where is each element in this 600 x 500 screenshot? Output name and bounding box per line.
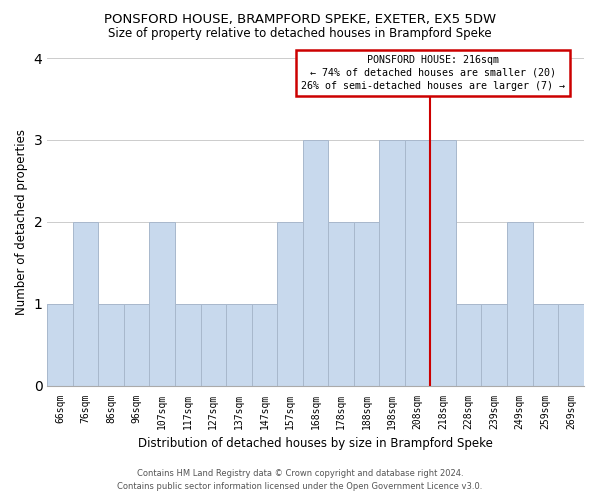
Bar xyxy=(302,140,328,386)
Text: Size of property relative to detached houses in Brampford Speke: Size of property relative to detached ho… xyxy=(108,28,492,40)
Bar xyxy=(149,222,175,386)
Bar xyxy=(251,304,277,386)
Bar xyxy=(533,304,558,386)
Bar xyxy=(47,304,73,386)
Bar xyxy=(456,304,481,386)
Bar xyxy=(405,140,430,386)
Text: PONSFORD HOUSE, BRAMPFORD SPEKE, EXETER, EX5 5DW: PONSFORD HOUSE, BRAMPFORD SPEKE, EXETER,… xyxy=(104,12,496,26)
Bar xyxy=(558,304,584,386)
Bar xyxy=(124,304,149,386)
Bar xyxy=(507,222,533,386)
Bar xyxy=(226,304,251,386)
Text: PONSFORD HOUSE: 216sqm
← 74% of detached houses are smaller (20)
26% of semi-det: PONSFORD HOUSE: 216sqm ← 74% of detached… xyxy=(301,54,565,91)
Bar xyxy=(379,140,405,386)
Bar xyxy=(175,304,200,386)
Bar xyxy=(481,304,507,386)
Bar xyxy=(73,222,98,386)
X-axis label: Distribution of detached houses by size in Brampford Speke: Distribution of detached houses by size … xyxy=(138,437,493,450)
Bar xyxy=(430,140,456,386)
Bar xyxy=(98,304,124,386)
Text: Contains HM Land Registry data © Crown copyright and database right 2024.
Contai: Contains HM Land Registry data © Crown c… xyxy=(118,470,482,491)
Bar xyxy=(354,222,379,386)
Bar xyxy=(328,222,354,386)
Bar xyxy=(200,304,226,386)
Y-axis label: Number of detached properties: Number of detached properties xyxy=(15,129,28,315)
Bar xyxy=(277,222,302,386)
